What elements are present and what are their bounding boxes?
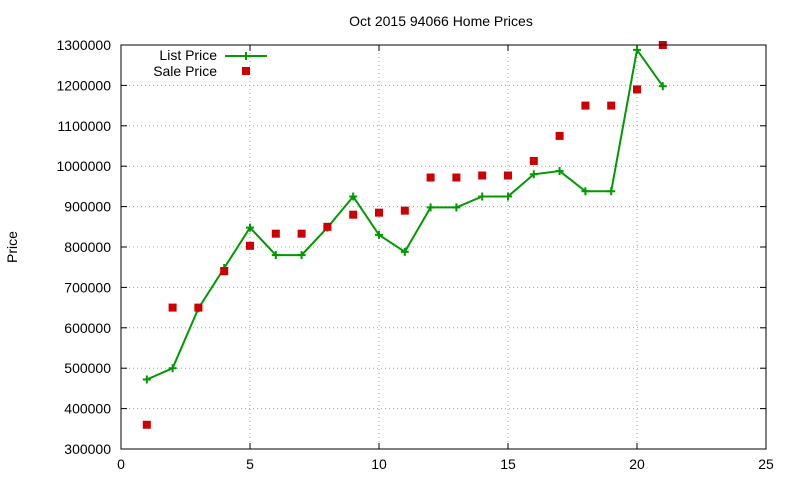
list-price-point	[168, 364, 177, 373]
sale-price-point	[297, 229, 306, 238]
sale-price-point	[220, 267, 229, 276]
sale-price-point	[194, 303, 203, 312]
sale-price-point	[142, 420, 151, 429]
y-axis-label: Price	[4, 231, 20, 263]
list-price-point	[400, 247, 409, 256]
axis-ticks: 0 5 10 15 20 25 300000 400000 500000 600000 700000…	[56, 37, 774, 472]
list-price-point	[607, 187, 616, 196]
x-tick-label: 25	[758, 456, 774, 472]
list-price-point	[633, 45, 641, 54]
y-tick-label: 300000	[64, 441, 111, 457]
x-tick-label: 10	[371, 456, 387, 472]
list-price-point	[142, 375, 151, 384]
list-price-point	[529, 170, 538, 179]
list-price-point	[271, 251, 280, 260]
y-tick-label: 1000000	[56, 158, 111, 174]
legend-marker-list-price	[242, 52, 250, 60]
list-price-point	[555, 167, 564, 176]
sale-price-point	[607, 101, 616, 110]
y-tick-label: 1100000	[58, 118, 112, 134]
list-price-point	[504, 192, 512, 201]
y-tick-label: 1300000	[56, 37, 111, 53]
list-price-point	[452, 203, 461, 212]
y-tick-label: 500000	[64, 360, 111, 376]
list-price-point	[478, 192, 487, 201]
plot-frame	[120, 44, 767, 450]
list-price-point	[246, 223, 254, 232]
x-tick-label: 5	[246, 456, 254, 472]
sale-price-point	[271, 229, 280, 238]
y-tick-label: 600000	[64, 320, 111, 336]
y-tick-label: 700000	[64, 279, 111, 295]
list-price-point	[581, 187, 590, 196]
y-tick-label: 400000	[64, 401, 111, 417]
sale-price-point	[452, 173, 461, 182]
list-price-point	[349, 192, 358, 201]
list-price-point	[658, 82, 667, 91]
sale-price-point	[555, 131, 564, 140]
sale-price-point	[478, 171, 487, 180]
sale-price-point	[504, 171, 512, 180]
sale-price-point	[375, 208, 383, 217]
list-price-point	[297, 251, 306, 260]
legend: List Price Sale Price	[153, 47, 267, 79]
sale-price-point	[323, 222, 332, 231]
series-layer	[142, 41, 667, 429]
sale-price-point	[246, 241, 254, 250]
x-tick-label: 0	[117, 456, 125, 472]
legend-marker-sale-price	[242, 67, 250, 75]
gridlines	[121, 45, 766, 449]
sale-price-point	[168, 303, 177, 312]
legend-label-list-price: List Price	[159, 47, 217, 63]
list-price-line	[146, 47, 664, 381]
sale-price-point	[400, 206, 409, 215]
sale-price-point	[581, 101, 590, 110]
list-price-point	[426, 203, 435, 212]
y-tick-label: 1200000	[56, 77, 111, 93]
sale-price-point	[426, 173, 435, 182]
sale-price-point	[633, 85, 641, 94]
sale-price-point	[349, 210, 358, 219]
y-tick-label: 800000	[64, 239, 111, 255]
x-tick-label: 15	[500, 456, 516, 472]
sale-price-point	[529, 156, 538, 165]
legend-label-sale-price: Sale Price	[153, 63, 217, 79]
x-tick-label: 20	[629, 456, 645, 472]
y-tick-label: 900000	[64, 199, 111, 215]
list-price-point	[375, 230, 383, 239]
chart-title: Oct 2015 94066 Home Prices	[349, 13, 533, 29]
